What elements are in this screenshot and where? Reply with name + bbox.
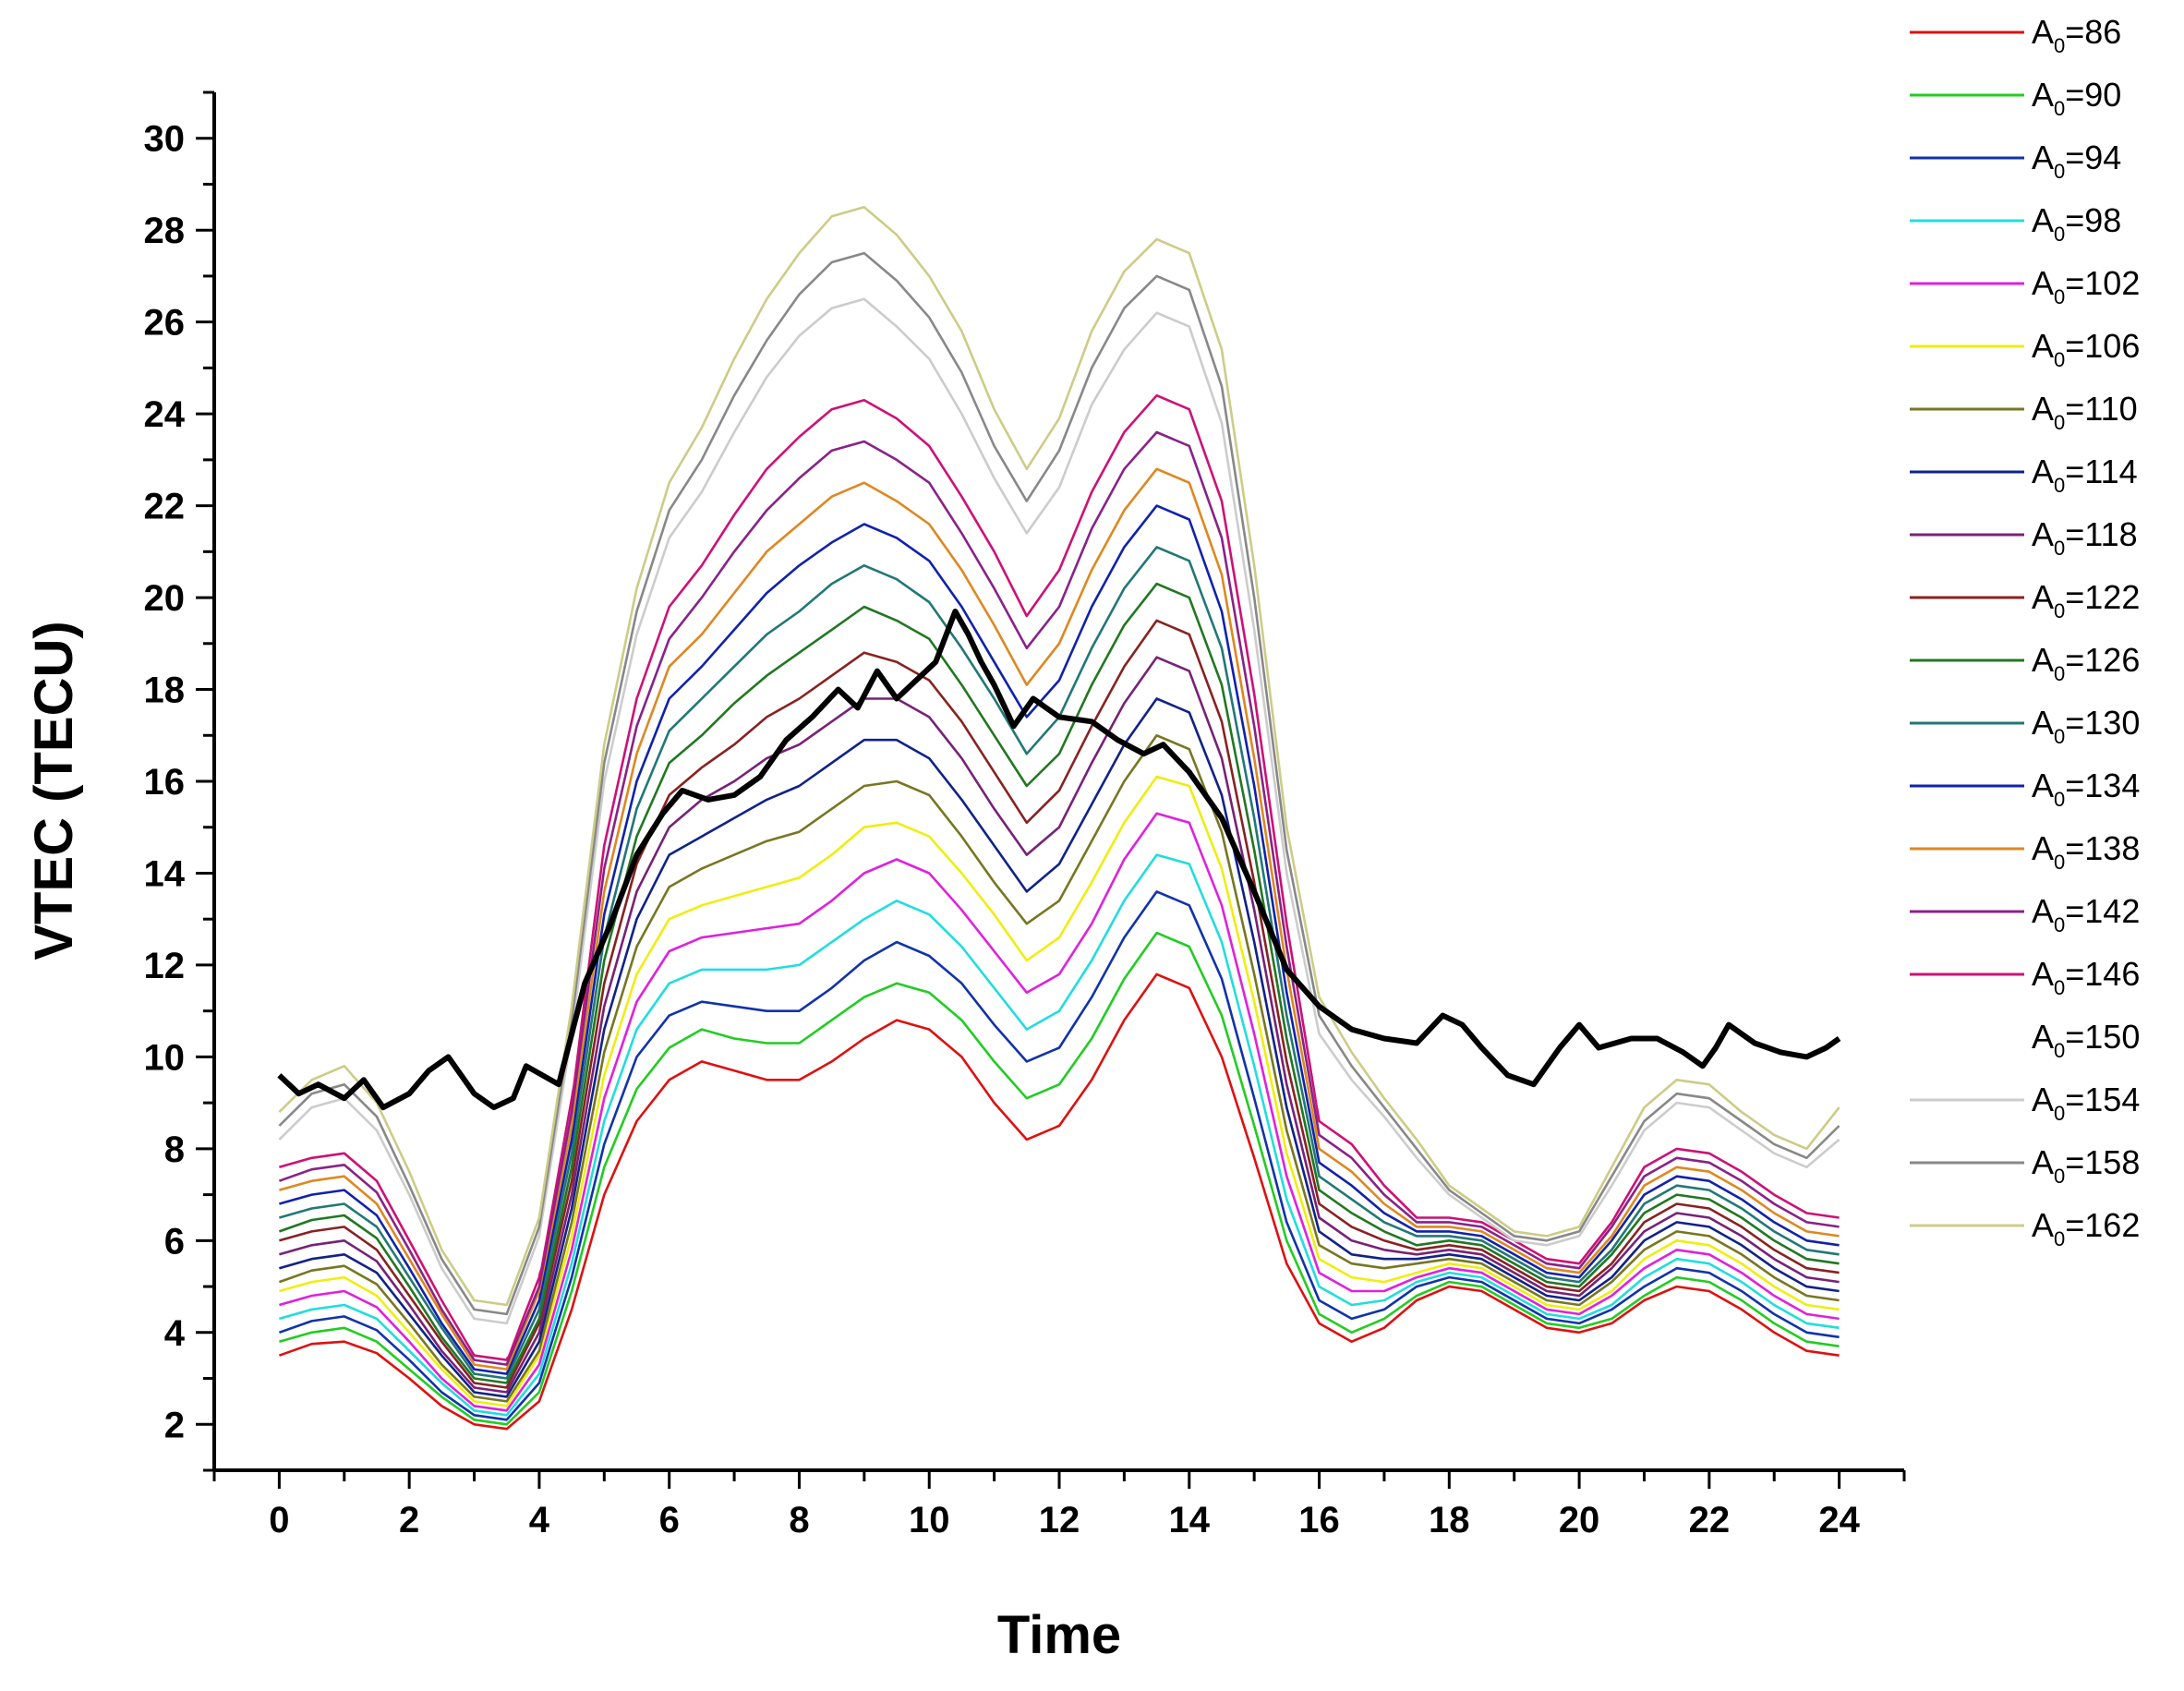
x-tick-label: 0 xyxy=(269,1500,289,1540)
observed-series-group xyxy=(277,609,1841,1111)
x-tick-label: 20 xyxy=(1559,1500,1600,1540)
series-line-a0-146 xyxy=(279,393,1840,1361)
legend-label-a0-118: A0=118 xyxy=(2032,515,2138,560)
legend-label-a0-146: A0=146 xyxy=(2032,955,2140,999)
plot-series-group xyxy=(278,206,1840,1431)
series-line-a0-134 xyxy=(279,504,1840,1375)
axes-group: 0 2 4 6 8 10 12 14 16 18 20 22 242468101214161820222… xyxy=(144,91,1906,1540)
legend-label-a0-138: A0=138 xyxy=(2032,829,2140,874)
legend-label-a0-94: A0=94 xyxy=(2032,139,2121,183)
legend-label-a0-98: A0=98 xyxy=(2032,201,2121,246)
y-tick-label: 28 xyxy=(144,211,186,251)
y-tick-label: 24 xyxy=(144,394,186,435)
x-tick-label: 10 xyxy=(909,1500,950,1540)
series-line-a0-102 xyxy=(279,812,1840,1412)
series-line-a0-158 xyxy=(278,251,1840,1316)
y-tick-label: 18 xyxy=(144,670,186,711)
x-tick-label: 18 xyxy=(1429,1500,1470,1540)
series-line-a0-126 xyxy=(278,582,1840,1384)
legend-label-a0-158: A0=158 xyxy=(2032,1143,2140,1188)
series-line-a0-142 xyxy=(278,430,1840,1366)
series-line-a0-162 xyxy=(278,206,1840,1307)
legend-label-a0-122: A0=122 xyxy=(2032,578,2140,622)
legend: A0=86 A0=90 A0=94 A0=98 A0=102 A0=106 A0=110 A0… xyxy=(1910,13,2140,1250)
y-tick-label: 12 xyxy=(144,946,186,986)
y-tick-label: 6 xyxy=(164,1221,185,1262)
y-tick-label: 14 xyxy=(144,853,186,894)
series-line-a0-94 xyxy=(278,890,1840,1421)
x-tick-label: 8 xyxy=(789,1500,809,1540)
legend-label-a0-102: A0=102 xyxy=(2032,264,2140,308)
series-line-a0-98 xyxy=(279,853,1840,1417)
x-tick-label: 6 xyxy=(659,1500,680,1540)
series-line-a0-110 xyxy=(278,733,1840,1403)
y-tick-label: 22 xyxy=(144,487,186,527)
x-tick-label: 22 xyxy=(1689,1500,1731,1540)
x-axis-title: Time xyxy=(997,1605,1121,1665)
legend-label-a0-86: A0=86 xyxy=(2032,13,2121,57)
x-tick-label: 12 xyxy=(1039,1500,1080,1540)
series-line-a0-106 xyxy=(279,775,1840,1407)
series-line-a0-122 xyxy=(279,619,1840,1389)
legend-label-a0-90: A0=90 xyxy=(2032,76,2121,120)
series-line-a0-118 xyxy=(279,656,1840,1394)
x-tick-label: 4 xyxy=(529,1500,550,1540)
y-axis-title: VTEC (TECU) xyxy=(24,621,84,960)
legend-label-a0-130: A0=130 xyxy=(2032,704,2140,748)
x-tick-label: 14 xyxy=(1169,1500,1211,1540)
series-line-a0-150 xyxy=(279,353,1840,1357)
y-tick-label: 10 xyxy=(144,1037,186,1078)
legend-label-a0-110: A0=110 xyxy=(2032,390,2138,434)
y-tick-label: 4 xyxy=(164,1313,186,1354)
legend-label-a0-126: A0=126 xyxy=(2032,641,2140,685)
legend-label-a0-154: A0=154 xyxy=(2032,1081,2140,1125)
x-tick-label: 16 xyxy=(1298,1500,1340,1540)
y-tick-label: 16 xyxy=(144,762,186,803)
x-tick-label: 24 xyxy=(1818,1500,1860,1540)
y-tick-label: 8 xyxy=(164,1129,185,1170)
series-line-a0-86 xyxy=(278,972,1840,1431)
legend-label-a0-134: A0=134 xyxy=(2032,767,2140,811)
series-line-a0-90 xyxy=(279,931,1840,1426)
legend-label-a0-150: A0=150 xyxy=(2032,1018,2140,1062)
y-tick-label: 20 xyxy=(144,578,186,619)
series-line-a0-114 xyxy=(279,697,1840,1398)
legend-label-a0-114: A0=114 xyxy=(2032,453,2138,497)
observed-vtec-line xyxy=(277,609,1841,1111)
y-tick-label: 2 xyxy=(164,1405,185,1445)
series-line-a0-138 xyxy=(279,467,1840,1371)
legend-label-a0-106: A0=106 xyxy=(2032,327,2140,371)
y-tick-label: 26 xyxy=(144,303,186,344)
y-tick-label: 30 xyxy=(144,119,186,160)
x-tick-label: 2 xyxy=(399,1500,419,1540)
series-line-a0-154 xyxy=(278,297,1840,1325)
legend-label-a0-142: A0=142 xyxy=(2032,892,2140,936)
series-line-a0-130 xyxy=(279,546,1840,1380)
legend-label-a0-162: A0=162 xyxy=(2032,1206,2140,1250)
